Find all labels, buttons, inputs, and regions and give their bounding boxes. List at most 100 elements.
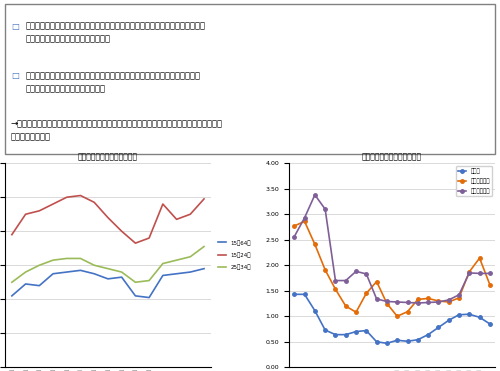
大卒求人倍率 bbox=[332, 287, 338, 292]
15～24歳 bbox=[201, 197, 207, 201]
15～64歳 bbox=[146, 295, 152, 300]
15～64歳 bbox=[160, 273, 166, 278]
年齢計 bbox=[404, 339, 410, 344]
年齢計 bbox=[364, 328, 370, 333]
25～34歳 bbox=[91, 263, 97, 267]
15～64歳 bbox=[201, 266, 207, 271]
大卒求人倍率 bbox=[342, 304, 348, 308]
Legend: 年齢計, 大卒求人倍率, 高卒求人倍率: 年齢計, 大卒求人倍率, 高卒求人倍率 bbox=[456, 166, 492, 196]
年齢計 bbox=[342, 332, 348, 337]
Line: 大卒求人倍率: 大卒求人倍率 bbox=[292, 220, 492, 318]
高卒求人倍率 bbox=[312, 193, 318, 197]
15～64歳 bbox=[188, 270, 194, 274]
25～34歳 bbox=[22, 270, 28, 274]
Line: 年齢計: 年齢計 bbox=[292, 293, 492, 345]
年齢計 bbox=[353, 329, 359, 334]
15～64歳 bbox=[22, 282, 28, 286]
15～64歳 bbox=[50, 272, 56, 276]
年齢計 bbox=[332, 332, 338, 337]
15～64歳 bbox=[64, 270, 70, 274]
15～24歳 bbox=[9, 232, 15, 237]
25～34歳 bbox=[64, 256, 70, 261]
25～34歳 bbox=[132, 280, 138, 285]
25～34歳 bbox=[9, 280, 15, 285]
15～64歳 bbox=[174, 272, 180, 276]
Text: 若年層は、他の年齢階層に比べ高い失業率。若者の就業は、知識やスキル（人的
資本）の蓄積という観点からも重要。: 若年層は、他の年齢階層に比べ高い失業率。若者の就業は、知識やスキル（人的 資本）… bbox=[26, 22, 206, 43]
高卒求人倍率 bbox=[415, 301, 421, 305]
年齢計 bbox=[446, 318, 452, 322]
Text: 他方、若年層の有効求人倍率は他の年齢層に比べて高い。若年雇用において労
働需給のミスマッチが生じている。: 他方、若年層の有効求人倍率は他の年齢層に比べて高い。若年雇用において労 働需給の… bbox=[26, 72, 201, 93]
Text: □: □ bbox=[11, 22, 19, 31]
15～64歳 bbox=[105, 277, 111, 281]
年齢計 bbox=[384, 341, 390, 345]
Line: 15～64歳: 15～64歳 bbox=[12, 269, 204, 298]
高卒求人倍率 bbox=[476, 271, 482, 276]
15～24歳 bbox=[22, 212, 28, 216]
Text: →　将来の我が国の労働力を担う若者の職業能力育成の観点から、どのような雇用・教育面で
の措置が必要か。: → 将来の我が国の労働力を担う若者の職業能力育成の観点から、どのような雇用・教育… bbox=[11, 120, 223, 141]
15～64歳 bbox=[78, 268, 84, 273]
年齢計 bbox=[425, 332, 431, 337]
年齢計 bbox=[476, 315, 482, 319]
15～64歳 bbox=[91, 272, 97, 276]
25～34歳 bbox=[36, 263, 43, 267]
年齢計 bbox=[436, 325, 442, 330]
高卒求人倍率 bbox=[322, 207, 328, 211]
15～64歳 bbox=[118, 275, 124, 279]
大卒求人倍率 bbox=[302, 219, 308, 224]
25～34歳 bbox=[160, 261, 166, 266]
高卒求人倍率 bbox=[466, 271, 472, 275]
大卒求人倍率 bbox=[394, 314, 400, 318]
15～24歳 bbox=[118, 229, 124, 233]
15～24歳 bbox=[174, 217, 180, 221]
大卒求人倍率 bbox=[446, 300, 452, 304]
高卒求人倍率 bbox=[394, 300, 400, 304]
Text: □: □ bbox=[11, 72, 19, 81]
年齢計 bbox=[302, 292, 308, 296]
15～24歳 bbox=[91, 200, 97, 204]
Title: 年齢階層別完全失業率の推移: 年齢階層別完全失業率の推移 bbox=[78, 152, 138, 161]
15～24歳 bbox=[160, 202, 166, 206]
大卒求人倍率 bbox=[466, 270, 472, 274]
Legend: 15～64歳, 15～24歳, 25～34歳: 15～64歳, 15～24歳, 25～34歳 bbox=[216, 238, 254, 272]
高卒求人倍率 bbox=[353, 269, 359, 273]
FancyBboxPatch shape bbox=[5, 4, 495, 154]
高卒求人倍率 bbox=[487, 271, 493, 276]
Line: 高卒求人倍率: 高卒求人倍率 bbox=[292, 193, 492, 305]
大卒求人倍率 bbox=[476, 256, 482, 260]
25～34歳 bbox=[146, 278, 152, 283]
高卒求人倍率 bbox=[374, 297, 380, 301]
高卒求人倍率 bbox=[384, 299, 390, 304]
高卒求人倍率 bbox=[292, 234, 298, 239]
年齢計 bbox=[487, 322, 493, 326]
年齢計 bbox=[312, 308, 318, 313]
15～64歳 bbox=[9, 293, 15, 298]
15～64歳 bbox=[132, 293, 138, 298]
大卒求人倍率 bbox=[487, 282, 493, 287]
15～24歳 bbox=[36, 209, 43, 213]
高卒求人倍率 bbox=[425, 300, 431, 305]
年齢計 bbox=[466, 312, 472, 316]
15～24歳 bbox=[132, 241, 138, 245]
年齢計 bbox=[374, 339, 380, 344]
25～34歳 bbox=[118, 270, 124, 274]
15～64歳 bbox=[36, 283, 43, 288]
大卒求人倍率 bbox=[312, 242, 318, 247]
大卒求人倍率 bbox=[364, 291, 370, 296]
25～34歳 bbox=[50, 258, 56, 262]
25～34歳 bbox=[188, 255, 194, 259]
高卒求人倍率 bbox=[436, 300, 442, 304]
高卒求人倍率 bbox=[332, 278, 338, 283]
高卒求人倍率 bbox=[456, 293, 462, 297]
Title: 若年層の有効求人倍率の推移: 若年層の有効求人倍率の推移 bbox=[362, 152, 422, 161]
年齢計 bbox=[394, 338, 400, 342]
15～24歳 bbox=[78, 193, 84, 198]
25～34歳 bbox=[105, 266, 111, 271]
高卒求人倍率 bbox=[446, 298, 452, 302]
15～24歳 bbox=[188, 212, 194, 216]
大卒求人倍率 bbox=[456, 296, 462, 300]
25～34歳 bbox=[201, 244, 207, 249]
大卒求人倍率 bbox=[353, 310, 359, 314]
15～24歳 bbox=[105, 216, 111, 220]
15～24歳 bbox=[146, 236, 152, 240]
大卒求人倍率 bbox=[322, 267, 328, 272]
